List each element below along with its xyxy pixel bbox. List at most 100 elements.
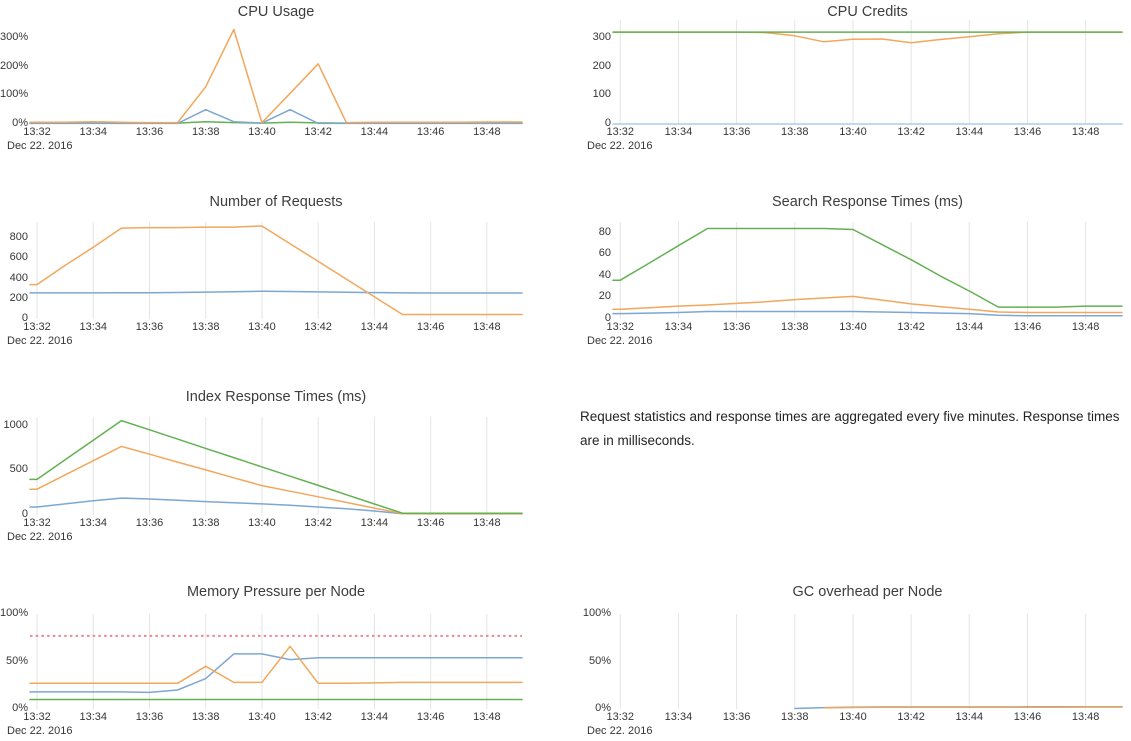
aggregation-note: Request statistics and response times ar… [580, 409, 1120, 448]
cpu-usage-plot-area[interactable] [29, 20, 523, 125]
search-response-times-y-tick: 20 [598, 290, 611, 303]
memory-pressure-per-node-y-tick: 100% [0, 607, 29, 619]
memory-pressure-per-node-y-tick: 50% [5, 654, 28, 667]
cpu-usage-date-label: Dec 22. 2016 [7, 140, 73, 152]
cpu-credits-x-tick: 13:32 [606, 126, 635, 138]
cpu-usage-y-tick: 100% [0, 88, 29, 101]
memory-pressure-per-node-title: Memory Pressure per Node [186, 584, 366, 600]
cpu-credits-y-tick: 100 [592, 88, 611, 101]
cpu-usage-x-tick: 13:40 [248, 126, 276, 138]
memory-pressure-per-node-x-tick: 13:34 [79, 711, 108, 723]
gc-overhead-per-node-plot-area[interactable] [613, 614, 1123, 710]
index-response-times-y-tick: 0 [21, 508, 28, 520]
cpu-credits-plot-area[interactable] [612, 20, 1123, 125]
gc-overhead-per-node-x-tick: 13:36 [722, 711, 751, 723]
gc-overhead-per-node-y-tick: 0% [595, 702, 611, 714]
cpu-credits-x-tick: 13:38 [781, 126, 809, 138]
memory-pressure-per-node-x-tick: 13:48 [473, 711, 501, 723]
index-response-times-date-label: Dec 22. 2016 [7, 531, 73, 543]
memory-pressure-per-node-x-tick: 13:32 [23, 711, 51, 723]
memory-pressure-per-node-series-orange-node[interactable] [29, 645, 523, 685]
cpu-usage-x-tick: 13:38 [191, 126, 220, 138]
memory-pressure-per-node-y-tick: 0% [12, 702, 28, 714]
memory-pressure-per-node-x-tick: 13:42 [304, 711, 332, 723]
number-of-requests-y-tick: 600 [9, 251, 28, 264]
number-of-requests-series-blue-node[interactable] [29, 290, 523, 294]
search-response-times-y-tick: 60 [598, 247, 611, 260]
cpu-usage-x-tick: 13:44 [360, 126, 389, 138]
memory-pressure-per-node-date-label: Dec 22. 2016 [7, 725, 73, 737]
memory-pressure-per-node-x-tick: 13:40 [248, 711, 276, 723]
cpu-usage-series-orange-node[interactable] [29, 28, 523, 124]
number-of-requests-x-tick: 13:36 [135, 321, 164, 333]
search-response-times-y-tick: 0 [604, 312, 611, 324]
cpu-usage-x-tick: 13:32 [23, 126, 51, 138]
memory-pressure-per-node-series-blue-node[interactable] [29, 653, 523, 694]
number-of-requests-x-tick: 13:32 [23, 321, 51, 333]
cpu-credits-x-tick: 13:40 [839, 126, 867, 138]
gc-overhead-per-node-series-orange-node[interactable] [823, 706, 1123, 709]
gc-overhead-per-node-x-tick: 13:44 [955, 711, 984, 723]
memory-pressure-per-node-x-tick: 13:44 [360, 711, 389, 723]
number-of-requests-x-tick: 13:48 [473, 321, 501, 333]
cpu-usage-y-tick: 200% [0, 59, 29, 72]
search-response-times-x-tick: 13:36 [722, 321, 751, 333]
memory-pressure-per-node-x-tick: 13:38 [191, 711, 220, 723]
search-response-times-series-orange-node[interactable] [612, 295, 1123, 314]
index-response-times-x-tick: 13:36 [135, 517, 164, 529]
cpu-credits-series-orange-node[interactable] [612, 31, 1123, 44]
chart-cpu-usage: CPU Usage 0% 100% 200% 300% 13:32 13:34 13:36 13… [0, 0, 565, 165]
gc-overhead-per-node-x-tick: 13:40 [839, 711, 867, 723]
cpu-credits-x-tick: 13:44 [955, 126, 984, 138]
chart-index-response-times: Index Response Times (ms) 0 500 1000 13:32 13… [0, 385, 565, 550]
number-of-requests-series-orange-node[interactable] [29, 225, 523, 316]
index-response-times-x-tick: 13:42 [304, 517, 332, 529]
memory-pressure-per-node-plot-area[interactable] [29, 614, 523, 709]
number-of-requests-y-tick: 200 [9, 291, 28, 304]
cpu-usage-x-tick: 13:42 [304, 126, 332, 138]
cpu-credits-y-tick: 0 [604, 117, 611, 129]
gc-overhead-per-node-x-tick: 13:34 [664, 711, 693, 723]
search-response-times-x-tick: 13:40 [839, 321, 867, 333]
search-response-times-y-tick: 40 [598, 268, 611, 281]
gc-overhead-per-node-x-tick: 13:38 [781, 711, 809, 723]
number-of-requests-x-tick: 13:42 [304, 321, 332, 333]
cpu-usage-x-tick: 13:48 [473, 126, 501, 138]
search-response-times-series-green-node[interactable] [612, 227, 1123, 308]
search-response-times-x-tick: 13:38 [781, 321, 809, 333]
search-response-times-title: Search Response Times (ms) [772, 194, 963, 210]
index-response-times-series-orange-node[interactable] [29, 445, 523, 515]
index-response-times-y-tick: 1000 [3, 418, 28, 431]
gc-overhead-per-node-title: GC overhead per Node [792, 584, 943, 600]
chart-cpu-credits: CPU Credits 0 100 200 300 13:32 13:34 13:36 13:3… [566, 0, 1131, 165]
cpu-usage-x-tick: 13:36 [135, 126, 164, 138]
index-response-times-x-tick: 13:34 [79, 517, 108, 529]
number-of-requests-plot-area[interactable] [29, 222, 523, 319]
number-of-requests-date-label: Dec 22. 2016 [7, 335, 73, 347]
cpu-credits-title: CPU Credits [827, 4, 908, 20]
cpu-credits-y-tick: 200 [592, 59, 611, 72]
cpu-credits-y-tick: 300 [592, 30, 611, 43]
search-response-times-x-tick: 13:48 [1071, 321, 1100, 333]
cpu-usage-x-tick: 13:34 [79, 126, 108, 138]
index-response-times-series-blue-node[interactable] [29, 497, 523, 515]
gc-overhead-per-node-x-tick: 13:32 [606, 711, 635, 723]
gc-overhead-per-node-x-tick: 13:42 [897, 711, 925, 723]
number-of-requests-x-tick: 13:38 [191, 321, 220, 333]
index-response-times-y-tick: 500 [9, 463, 28, 476]
cpu-usage-y-tick: 0% [12, 117, 28, 129]
cpu-credits-date-label: Dec 22. 2016 [587, 140, 653, 152]
cpu-usage-x-tick: 13:46 [416, 126, 445, 138]
chart-gc-overhead-per-node: GC overhead per Node 0% 50% 100% 13:32 13:34 1… [566, 580, 1131, 741]
memory-pressure-per-node-x-tick: 13:46 [416, 711, 445, 723]
number-of-requests-title: Number of Requests [209, 194, 343, 210]
search-response-times-series-blue-node[interactable] [612, 310, 1123, 317]
search-response-times-plot-area[interactable] [612, 222, 1123, 319]
cpu-credits-x-tick: 13:36 [722, 126, 751, 138]
search-response-times-x-tick: 13:42 [897, 321, 925, 333]
index-response-times-series-green-node[interactable] [29, 419, 523, 514]
index-response-times-plot-area[interactable] [29, 417, 523, 515]
index-response-times-x-tick: 13:40 [248, 517, 276, 529]
number-of-requests-x-tick: 13:34 [79, 321, 108, 333]
